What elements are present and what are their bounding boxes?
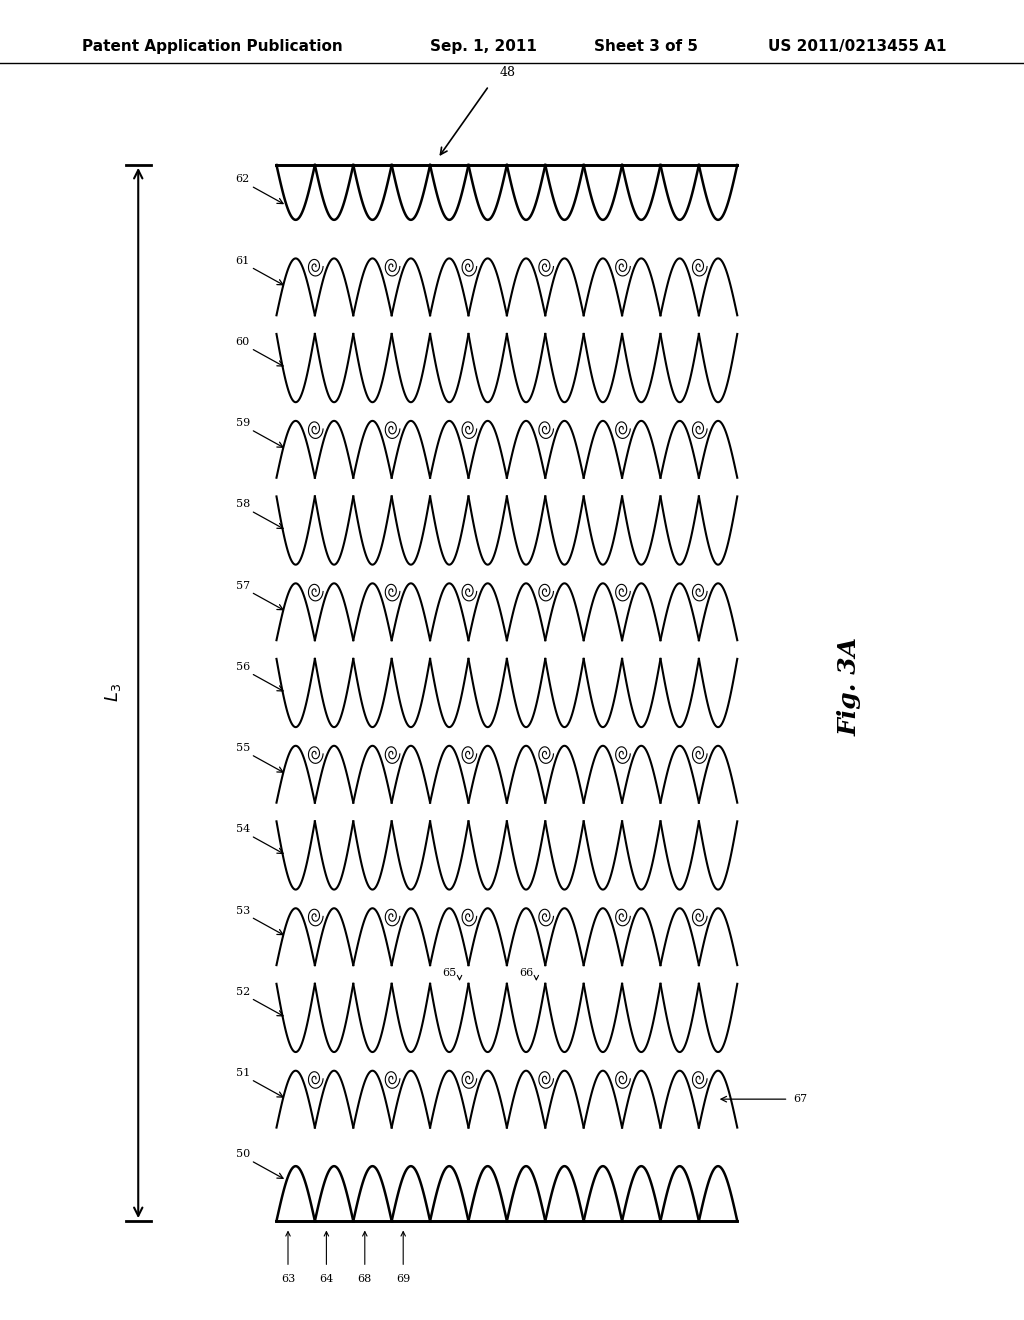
- Text: 68: 68: [357, 1274, 372, 1284]
- Text: 67: 67: [794, 1094, 808, 1104]
- Text: Sheet 3 of 5: Sheet 3 of 5: [594, 38, 698, 54]
- Text: Fig. 3A: Fig. 3A: [838, 636, 862, 737]
- Text: 48: 48: [500, 66, 515, 79]
- Text: Sep. 1, 2011: Sep. 1, 2011: [430, 38, 537, 54]
- Text: 51: 51: [236, 1068, 250, 1078]
- Text: 53: 53: [236, 906, 250, 916]
- Text: 56: 56: [236, 661, 250, 672]
- Text: 55: 55: [236, 743, 250, 754]
- Text: 54: 54: [236, 825, 250, 834]
- Text: 58: 58: [236, 499, 250, 510]
- Text: 64: 64: [319, 1274, 334, 1284]
- Text: 65: 65: [442, 969, 457, 978]
- Text: 63: 63: [281, 1274, 295, 1284]
- Text: 69: 69: [396, 1274, 411, 1284]
- Text: 61: 61: [236, 256, 250, 265]
- Text: 50: 50: [236, 1150, 250, 1159]
- Text: US 2011/0213455 A1: US 2011/0213455 A1: [768, 38, 946, 54]
- Text: Patent Application Publication: Patent Application Publication: [82, 38, 343, 54]
- Text: 60: 60: [236, 337, 250, 347]
- Text: 66: 66: [519, 969, 534, 978]
- Text: 57: 57: [236, 581, 250, 590]
- Text: 52: 52: [236, 987, 250, 997]
- Text: $\mathit{L}_3$: $\mathit{L}_3$: [102, 684, 123, 702]
- Text: 62: 62: [236, 174, 250, 185]
- Text: 59: 59: [236, 418, 250, 428]
